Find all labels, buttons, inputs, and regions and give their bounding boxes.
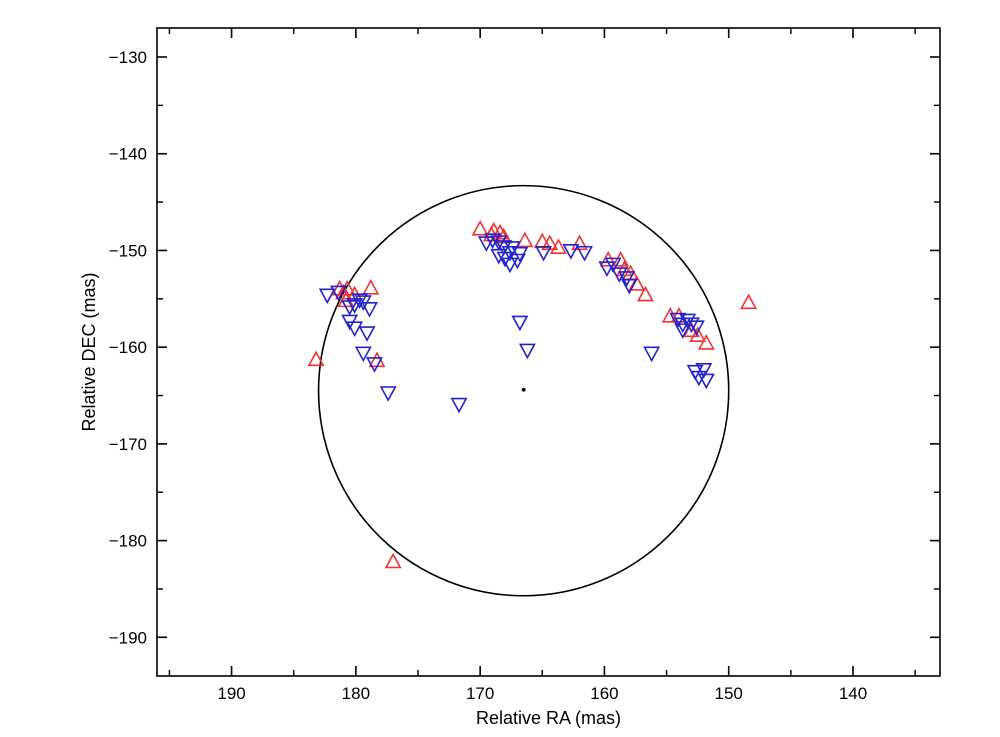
- marker-blue-down: [320, 289, 334, 302]
- marker-blue-down: [360, 327, 374, 340]
- y-tick-label: −180: [109, 532, 147, 551]
- marker-blue-down: [367, 358, 381, 371]
- y-tick-label: −170: [109, 435, 147, 454]
- marker-blue-down: [645, 347, 659, 360]
- marker-blue-down: [520, 344, 534, 357]
- x-tick-label: 140: [839, 684, 867, 703]
- scatter-plot: 190 180 170 160 150 140 −190 −180 −170 −160 −150 −1…: [0, 0, 1000, 737]
- x-tick-label: 180: [342, 684, 370, 703]
- y-tick-label: −190: [109, 628, 147, 647]
- y-tick-label: −130: [109, 48, 147, 67]
- marker-red-up: [741, 295, 755, 308]
- x-tick-label: 190: [217, 684, 245, 703]
- y-tick-label: −140: [109, 145, 147, 164]
- marker-blue-down: [452, 399, 466, 412]
- marker-blue-down: [564, 245, 578, 258]
- marker-red-up: [473, 222, 487, 235]
- marker-red-up: [518, 233, 532, 246]
- marker-red-up: [364, 281, 378, 294]
- x-tick-label: 160: [590, 684, 618, 703]
- x-axis-label: Relative RA (mas): [476, 708, 621, 728]
- marker-blue-down: [381, 387, 395, 400]
- x-tick-label: 150: [715, 684, 743, 703]
- x-tick-label: 170: [466, 684, 494, 703]
- marker-red-up: [370, 353, 384, 366]
- y-tick-label: −160: [109, 338, 147, 357]
- y-tick-label: −150: [109, 241, 147, 260]
- y-axis-label: Relative DEC (mas): [79, 272, 99, 431]
- marker-red-up: [386, 554, 400, 567]
- marker-blue-down: [362, 303, 376, 316]
- marker-blue-down: [513, 316, 527, 329]
- marker-red-up: [699, 336, 713, 349]
